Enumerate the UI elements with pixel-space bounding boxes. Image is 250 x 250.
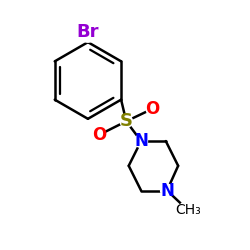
Text: CH₃: CH₃ bbox=[175, 203, 201, 217]
Circle shape bbox=[146, 103, 158, 115]
Text: S: S bbox=[120, 112, 133, 130]
Circle shape bbox=[135, 135, 147, 147]
Circle shape bbox=[179, 201, 198, 220]
Text: O: O bbox=[145, 100, 159, 118]
Text: N: N bbox=[134, 132, 148, 150]
Circle shape bbox=[78, 22, 98, 42]
Text: N: N bbox=[160, 182, 174, 200]
Text: Br: Br bbox=[77, 23, 99, 41]
Circle shape bbox=[120, 115, 132, 128]
Circle shape bbox=[93, 129, 105, 141]
Text: O: O bbox=[92, 126, 106, 144]
Circle shape bbox=[160, 184, 173, 197]
